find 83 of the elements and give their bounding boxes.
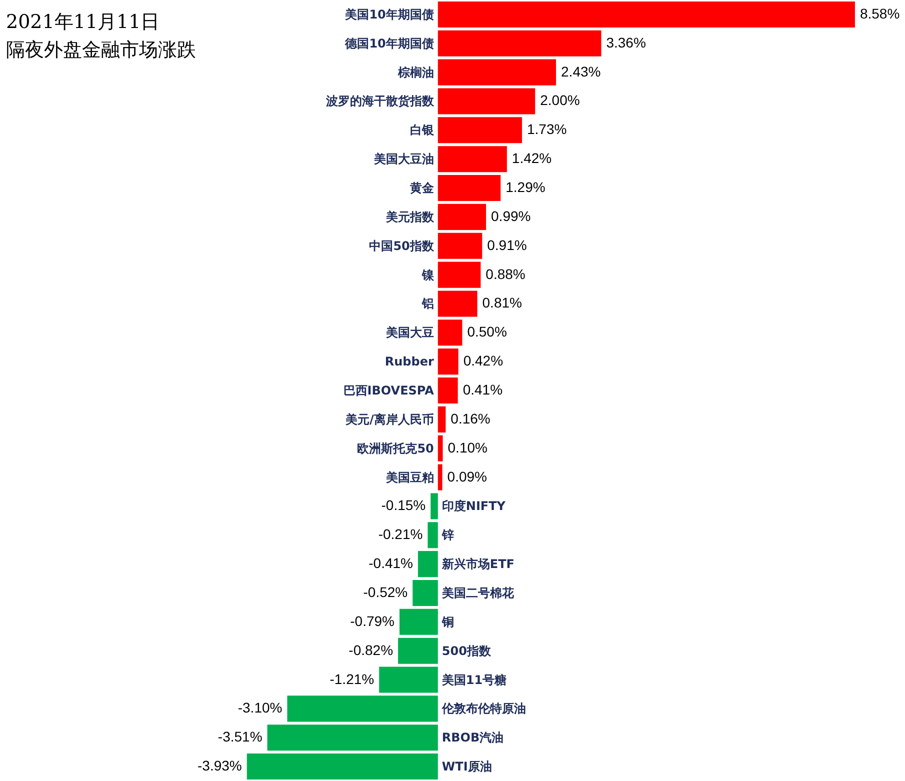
data-label: 0.10% xyxy=(448,439,488,456)
data-label: 1.29% xyxy=(506,179,546,196)
data-label: 0.88% xyxy=(486,266,526,282)
y-tick-label: 镍 xyxy=(420,268,435,282)
y-tick-label: 美国豆粕 xyxy=(384,470,434,484)
bar xyxy=(438,290,478,317)
bar xyxy=(418,551,438,578)
data-label: -3.51% xyxy=(218,728,262,745)
data-label: 0.91% xyxy=(487,236,527,253)
bar xyxy=(398,638,438,664)
bar xyxy=(400,608,438,635)
y-tick-label: 新兴市场ETF xyxy=(440,557,514,572)
y-tick-label: 伦敦布伦特原油 xyxy=(440,702,526,716)
data-label: -0.21% xyxy=(378,526,423,542)
bar xyxy=(438,262,481,288)
bar xyxy=(287,696,438,722)
data-label: 0.41% xyxy=(462,382,503,398)
bar xyxy=(267,724,438,751)
y-tick-label: 美国大豆油 xyxy=(372,152,434,166)
data-label: 8.58% xyxy=(860,5,900,22)
y-tick-label: 美元/离岸人民币 xyxy=(344,412,434,426)
data-label: -0.52% xyxy=(363,584,408,600)
y-tick-label: 欧洲斯托克50 xyxy=(357,441,434,456)
y-tick-label: 铜 xyxy=(440,614,454,629)
bar xyxy=(428,522,438,548)
bar xyxy=(430,493,438,520)
data-label: 2.00% xyxy=(540,92,580,108)
y-tick-label: 巴西IBOVESPA xyxy=(343,384,435,398)
data-label: -0.82% xyxy=(348,642,394,658)
data-label: 0.99% xyxy=(491,208,531,224)
data-label: -1.21% xyxy=(330,670,374,687)
y-tick-label: 白银 xyxy=(410,123,435,138)
bar xyxy=(438,204,486,230)
data-label: -0.41% xyxy=(368,555,413,572)
bar xyxy=(438,117,522,144)
y-tick-label: 锌 xyxy=(440,528,454,542)
y-tick-label: 印度NIFTY xyxy=(442,499,506,514)
y-tick-label: 中国50指数 xyxy=(369,238,435,253)
bar xyxy=(438,1,855,28)
text: 2021年11月11日 xyxy=(6,11,160,33)
bar xyxy=(438,59,556,86)
data-label: 0.42% xyxy=(463,352,504,369)
bar xyxy=(438,320,462,346)
data-label: -3.10% xyxy=(238,700,282,716)
data-label: 0.81% xyxy=(482,294,522,311)
bar xyxy=(438,175,501,202)
text: 隔夜外盘金融市场涨跌 xyxy=(6,39,196,61)
data-label: 0.16% xyxy=(450,410,490,426)
bar xyxy=(438,435,443,462)
bar xyxy=(438,377,458,404)
data-label: 1.73% xyxy=(526,121,567,138)
y-tick-label: 德国10年期国债 xyxy=(344,36,434,50)
data-label: 1.42% xyxy=(512,150,552,166)
y-tick-label: 500指数 xyxy=(442,644,492,658)
y-tick-label: 棕榈油 xyxy=(396,65,434,80)
bar xyxy=(412,580,438,606)
y-tick-label: WTI原油 xyxy=(442,760,492,774)
bar xyxy=(246,754,438,780)
bar xyxy=(438,88,536,114)
data-label: -3.93% xyxy=(198,758,242,774)
bar xyxy=(438,232,482,259)
y-tick-label: 美国大豆 xyxy=(384,326,434,340)
bar xyxy=(379,666,438,693)
data-label: 0.09% xyxy=(447,468,487,484)
data-label: 3.36% xyxy=(606,34,646,50)
y-tick-label: 美国10年期国债 xyxy=(344,7,434,22)
bar xyxy=(438,146,507,172)
data-label: 0.50% xyxy=(467,324,507,340)
y-tick-label: 波罗的海干散货指数 xyxy=(324,94,435,108)
data-label: -0.79% xyxy=(350,612,395,629)
data-label: -0.15% xyxy=(381,497,426,514)
bar xyxy=(438,348,458,375)
y-tick-label: 美国11号糖 xyxy=(440,672,507,687)
y-tick-label: 铝 xyxy=(420,296,434,311)
y-tick-label: Rubber xyxy=(384,354,434,369)
bar xyxy=(438,406,446,432)
bar xyxy=(438,464,442,490)
data-label: 2.43% xyxy=(561,63,601,80)
y-tick-label: 美元指数 xyxy=(384,210,435,224)
bar xyxy=(438,30,602,56)
y-tick-label: 黄金 xyxy=(408,181,435,196)
y-tick-label: 美国二号棉花 xyxy=(440,586,515,600)
y-tick-label: RBOB汽油 xyxy=(442,730,504,745)
